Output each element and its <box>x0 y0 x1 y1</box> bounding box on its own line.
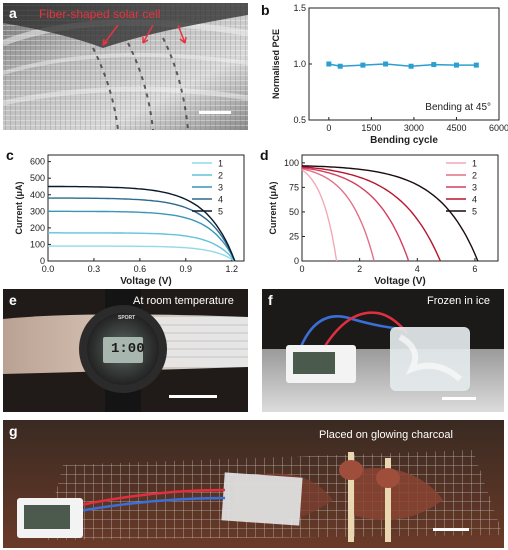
legend-label: 2 <box>218 171 223 181</box>
y-tick-label: 1.0 <box>293 59 306 69</box>
x-tick-label: 0.0 <box>42 264 55 274</box>
y-tick-label: 75 <box>289 182 299 192</box>
textile-photo <box>3 3 248 130</box>
series-line <box>48 210 236 262</box>
x-tick-label: 1500 <box>361 123 381 133</box>
y-tick-label: 600 <box>30 157 45 167</box>
data-point <box>383 61 389 67</box>
photo-panel-e: SPORT 1:00 e At room temperature <box>3 289 248 412</box>
panel-label-f: f <box>268 292 273 308</box>
series-line <box>301 166 442 262</box>
legend-label: 3 <box>472 183 477 193</box>
x-tick-label: 3000 <box>404 123 424 133</box>
panel-label-d: d <box>260 147 269 163</box>
legend-label: 5 <box>218 207 223 217</box>
panel-label-e: e <box>9 292 17 308</box>
chart-panel-c: 0.0 0.3 0.6 0.9 1.2 0 100 200 300 400 500 600 Voltag… <box>0 145 254 290</box>
annotation: Bending at 45° <box>425 102 491 113</box>
panel-g-caption: Placed on glowing charcoal <box>319 429 453 441</box>
x-tick-label: 6 <box>472 264 477 274</box>
y-axis-label: Current (μA) <box>14 181 24 234</box>
x-axis-label: Voltage (V) <box>374 276 425 287</box>
x-tick-label: 0.3 <box>88 264 101 274</box>
panel-e-caption: At room temperature <box>133 295 234 307</box>
panel-label-g: g <box>9 423 18 439</box>
data-point <box>453 62 459 68</box>
series-line <box>328 63 477 67</box>
panel-label-c: c <box>6 147 14 163</box>
photo-panel-a: a Fiber-shaped solar cell <box>3 3 248 130</box>
scale-bar <box>199 111 231 114</box>
grill-photo <box>3 420 504 548</box>
watch-brand-text: SPORT <box>118 315 136 321</box>
panel-f-caption: Frozen in ice <box>427 295 490 307</box>
chart-panel-d: 0 2 4 6 0 25 50 75 100 Voltage (V) Current (μA) 1 2 3… <box>254 145 508 290</box>
legend-label: 4 <box>472 195 477 205</box>
data-point <box>431 62 437 68</box>
x-tick-label: 4500 <box>446 123 466 133</box>
legend-label: 1 <box>218 159 223 169</box>
x-axis-label: Voltage (V) <box>120 276 171 287</box>
y-tick-label: 300 <box>30 206 45 216</box>
series-line <box>48 245 236 262</box>
y-axis-label: Current (μA) <box>268 181 278 234</box>
legend-label: 1 <box>472 159 477 169</box>
x-tick-label: 1.2 <box>225 264 238 274</box>
chart-c-svg: 0.0 0.3 0.6 0.9 1.2 0 100 200 300 400 500 600 Voltag… <box>14 154 245 287</box>
x-tick-label: 4 <box>415 264 420 274</box>
scale-bar <box>169 395 217 398</box>
x-tick-label: 0 <box>299 264 304 274</box>
panel-label-a: a <box>9 5 17 21</box>
y-tick-label: 50 <box>289 207 299 217</box>
y-tick-label: 1.5 <box>293 3 306 13</box>
data-point <box>473 62 479 68</box>
x-tick-label: 0.6 <box>134 264 147 274</box>
y-tick-label: 0 <box>40 256 45 266</box>
y-tick-label: 100 <box>30 239 45 249</box>
watch-time-display: 1:00 <box>111 341 145 357</box>
series-line <box>48 197 236 262</box>
y-tick-label: 100 <box>284 158 299 168</box>
legend-label: 4 <box>218 195 223 205</box>
series-line <box>301 169 338 262</box>
data-point <box>337 63 343 69</box>
panel-label-b: b <box>261 2 270 18</box>
wristwatch-photo <box>3 289 248 412</box>
caption-arrows <box>102 24 187 46</box>
series-line <box>301 168 375 262</box>
plot-frame <box>301 154 499 262</box>
x-axis-label: Bending cycle <box>370 135 438 145</box>
photo-panel-g: g Placed on glowing charcoal <box>3 420 504 548</box>
y-tick-label: 25 <box>289 231 299 241</box>
y-tick-label: 500 <box>30 173 45 183</box>
photo-panel-f: f Frozen in ice <box>262 289 504 412</box>
data-point <box>360 62 366 68</box>
legend-label: 5 <box>472 207 477 217</box>
data-point <box>408 63 414 69</box>
scale-bar <box>442 397 476 400</box>
x-tick-label: 0.9 <box>180 264 193 274</box>
panel-a-caption: Fiber-shaped solar cell <box>39 7 161 21</box>
y-axis-label: Normalised PCE <box>271 29 281 99</box>
ice-photo <box>262 289 504 412</box>
data-point <box>326 61 332 67</box>
x-tick-label: 2 <box>357 264 362 274</box>
legend-label: 2 <box>472 171 477 181</box>
plot-frame <box>47 154 245 262</box>
y-tick-label: 400 <box>30 190 45 200</box>
chart-panel-b: 0 1500 3000 4500 6000 0.5 1.0 1.5 Bending cycle N… <box>255 0 508 145</box>
series-line <box>301 167 410 262</box>
chart-d-svg: 0 2 4 6 0 25 50 75 100 Voltage (V) Current (μA) 1 2 3… <box>268 154 499 287</box>
chart-b-svg: 0 1500 3000 4500 6000 0.5 1.0 1.5 Bending cycle N… <box>271 3 508 145</box>
y-tick-label: 200 <box>30 223 45 233</box>
y-tick-label: 0.5 <box>293 115 306 125</box>
series-line <box>48 232 236 262</box>
legend-label: 3 <box>218 183 223 193</box>
x-tick-label: 0 <box>326 123 331 133</box>
series-line <box>301 165 479 262</box>
y-tick-label: 0 <box>294 256 299 266</box>
x-tick-label: 6000 <box>489 123 508 133</box>
scale-bar <box>433 528 469 531</box>
